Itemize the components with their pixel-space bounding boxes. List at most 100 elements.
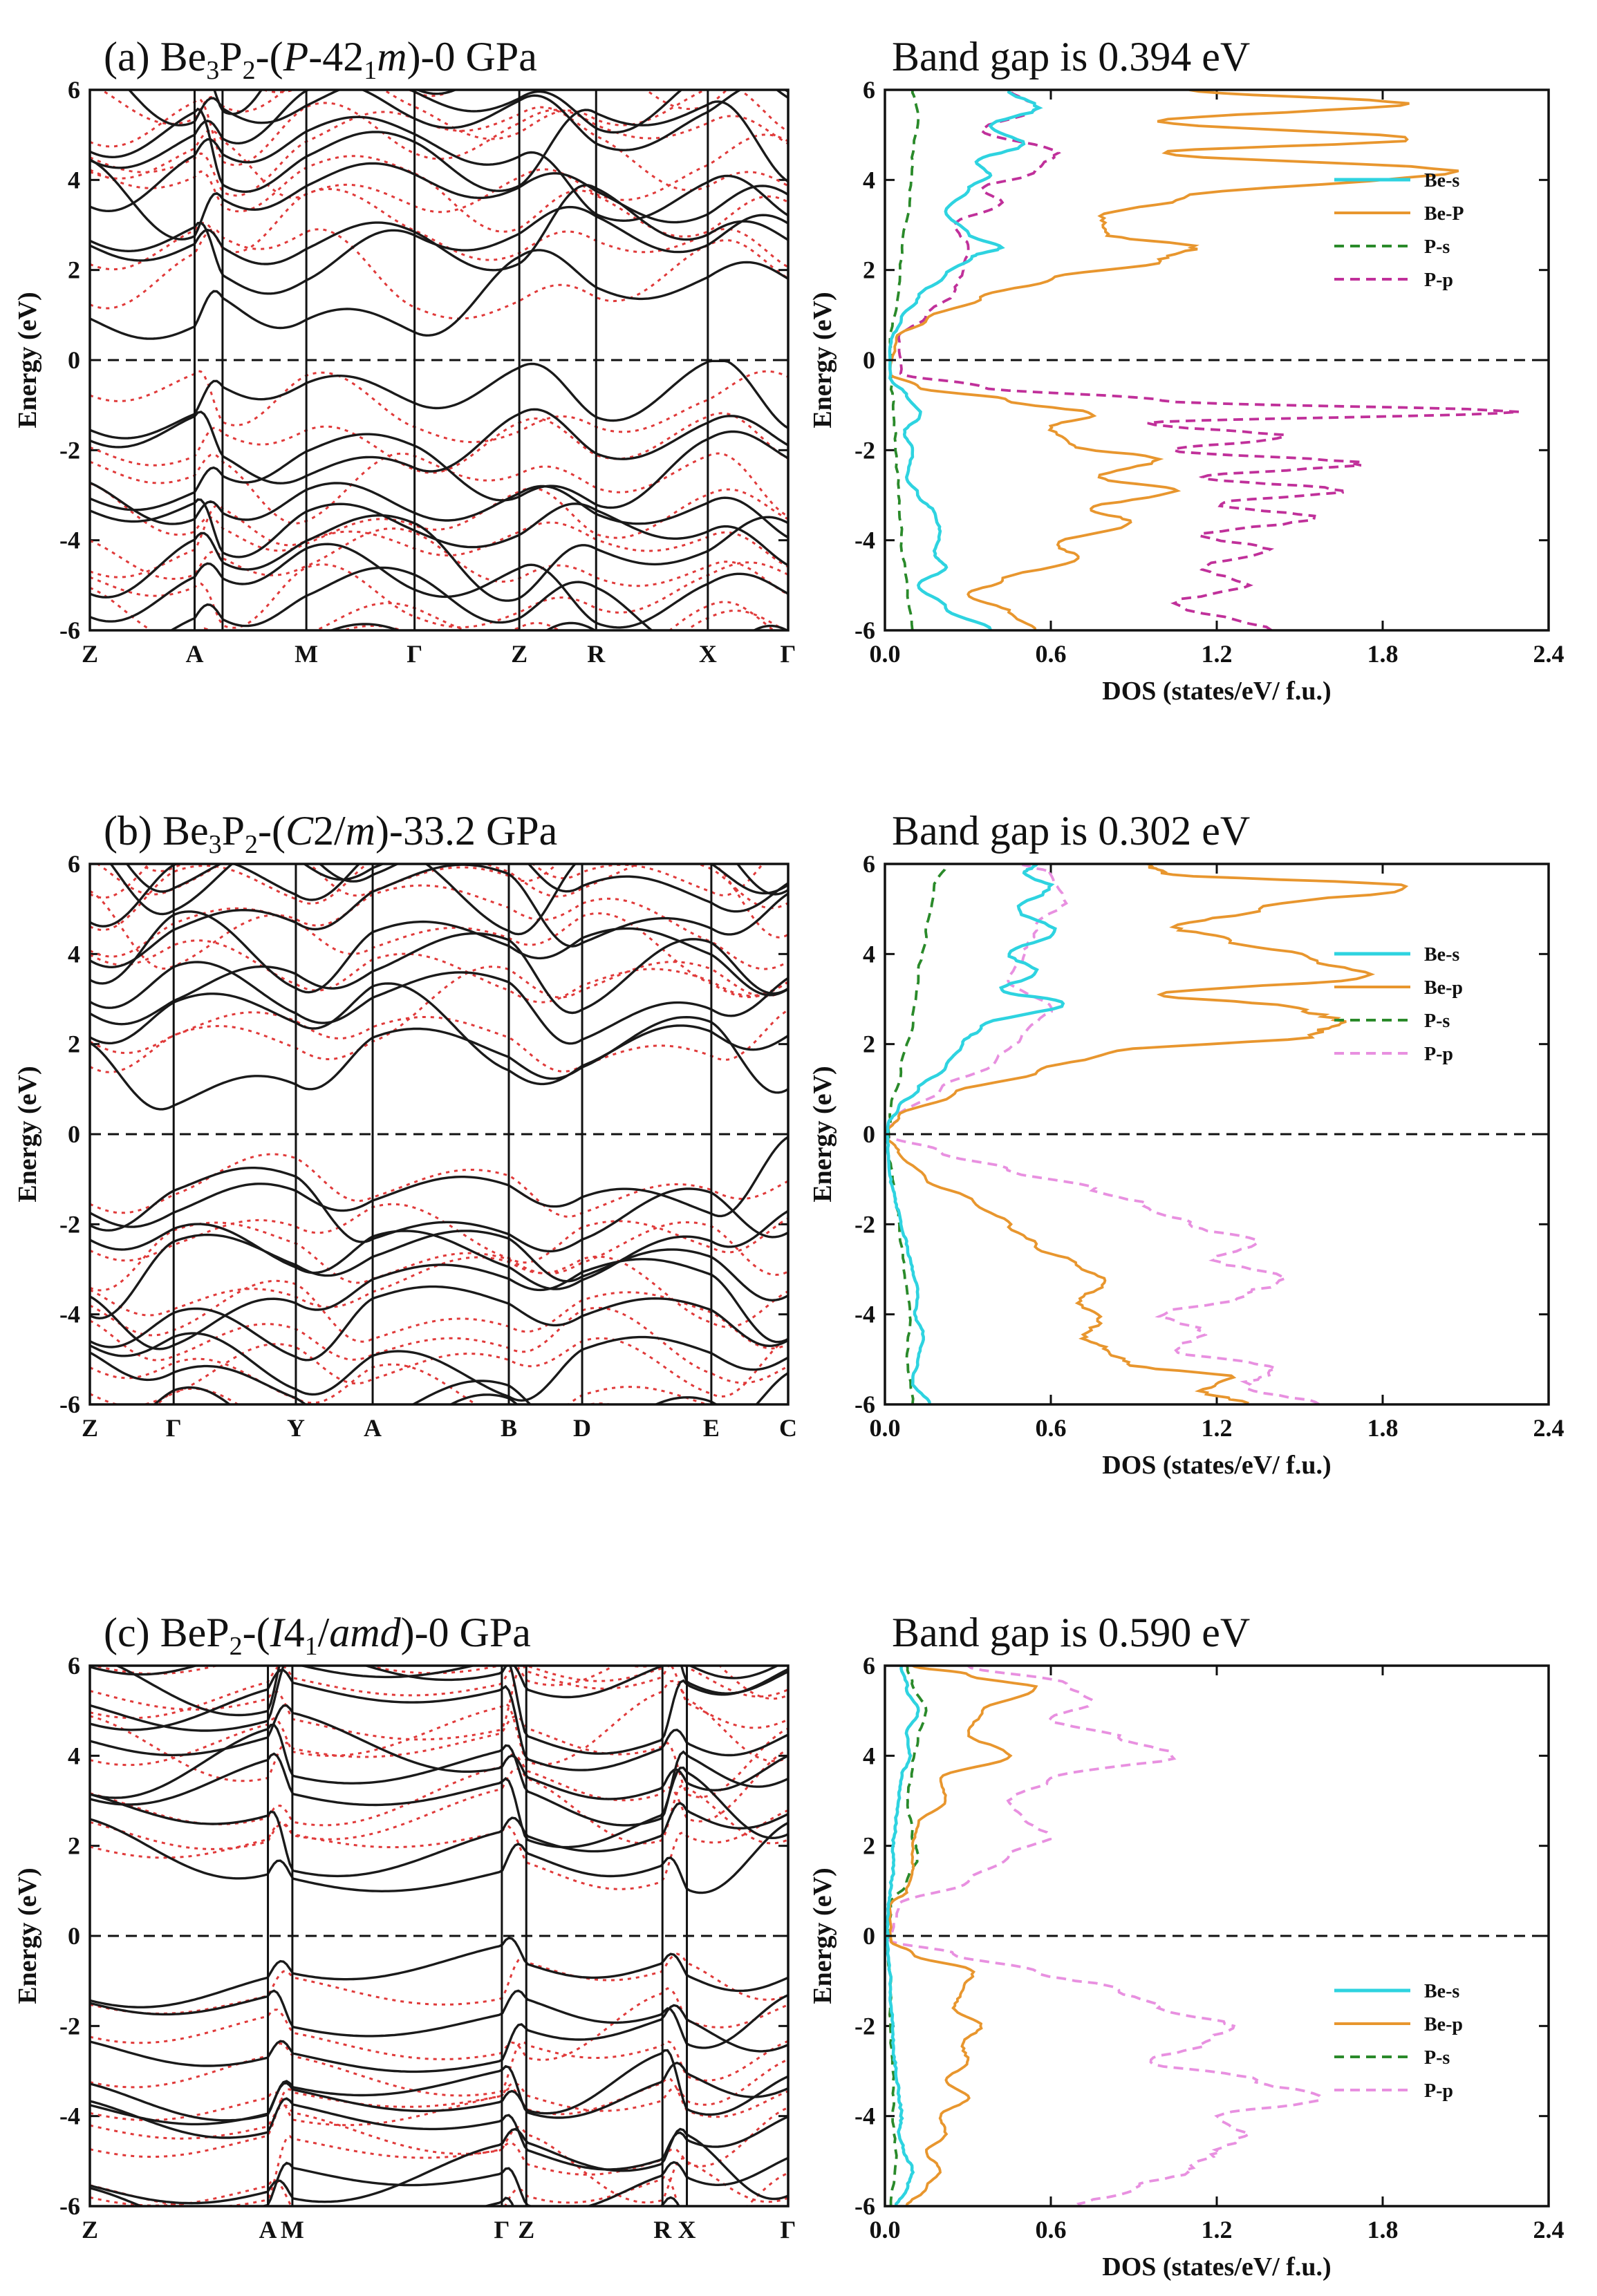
conduction-band-line [90,961,788,1045]
title-part: m [377,34,407,79]
conduction-band-line [90,1666,788,1698]
conduction-band-line [90,1793,788,1878]
title-part: -( [258,808,286,854]
band-ytick-label: 4 [68,166,80,194]
band-curves [90,90,788,630]
valence-band-line [169,566,654,630]
legend-label: Be-P [1424,203,1464,225]
valence-band-line [153,1386,788,1404]
title-part: (a) Be [104,34,206,79]
legend-label: P-p [1424,270,1453,291]
valence-band-line [90,514,788,602]
dos-ytick-label: 2 [863,1832,875,1860]
legend-label: Be-p [1424,2014,1463,2035]
kpoint-label: Z [82,1414,98,1442]
kpoint-label: M [295,640,318,668]
dos-title: Band gap is 0.394 eV [892,34,1250,79]
title-part: P [283,34,309,79]
title-part: 4 [284,1610,305,1655]
valence-band-line [259,2156,788,2206]
dos-xlabel: DOS (states/eV/ f.u.) [1102,677,1331,706]
dos-ytick-label: 4 [863,166,875,194]
title-part: )-0 GPa [401,1610,531,1655]
title-part: 1 [305,1632,318,1661]
valence-band-line [90,1952,788,2015]
valence-band-line [90,2104,788,2176]
band-ytick-label: 2 [68,1832,80,1860]
conduction-band-line [90,982,788,1086]
dos-ytick-label: 4 [863,940,875,968]
valence-band-line [90,504,788,578]
valence-band-line [90,2040,788,2097]
legend-label: P-p [1424,1044,1453,1065]
dos-ytick-label: -6 [854,617,875,644]
dos-ylabel: Energy (eV) [808,1066,837,1202]
conduction-band-line [90,115,788,223]
dos-xtick-label: 2.4 [1533,2216,1565,2243]
band-ytick-label: -4 [59,2102,80,2130]
valence-band-line [90,1332,788,1402]
title-part: 2 [245,830,258,859]
conduction-band-line [90,1749,788,1827]
kpoint-label: Z [82,640,98,668]
title-part: -42 [308,34,364,79]
valence-band-line [90,543,788,629]
conduction-band-line [90,227,788,320]
dos-title: Band gap is 0.302 eV [892,808,1250,854]
kpoint-label: Γ [166,1414,182,1442]
dos-ytick-label: 0 [863,346,875,374]
dos-ylabel: Energy (eV) [808,292,837,428]
dos-ytick-label: -4 [854,2102,875,2130]
valence-band-line [90,1937,788,2008]
conduction-band-line [90,1666,788,1720]
dos-ytick-label: 6 [863,1652,875,1679]
kpoint-label: M [281,2216,304,2243]
title-part: P [222,808,245,854]
dos-xtick-label: 1.8 [1367,1414,1399,1442]
dos-series-p-s [886,1666,928,2206]
dos-ytick-label: -4 [854,1301,875,1328]
dos-ytick-label: 0 [863,1922,875,1950]
dos-xlabel: DOS (states/eV/ f.u.) [1102,2252,1331,2281]
band-ytick-label: -2 [59,1210,80,1238]
valence-band-line [90,2172,788,2206]
valence-band-line [90,370,788,444]
band-ytick-label: -4 [59,527,80,554]
conduction-band-line [90,155,788,238]
dos-xtick-label: 1.8 [1367,640,1399,668]
valence-band-line [90,527,788,596]
kpoint-label: R [653,2216,672,2243]
dos-xtick-label: 2.4 [1533,640,1565,668]
band-curves [90,1666,788,2206]
conduction-band-line [261,90,729,111]
band-title: (c) BeP2-(I41/amd)-0 GPa [104,1610,531,1661]
conduction-band-line [90,184,788,272]
dos-ytick-label: 4 [863,1742,875,1769]
legend-label: Be-s [1424,944,1459,966]
kpoint-label: Y [287,1414,305,1442]
valence-band-line [90,1167,788,1253]
kpoint-label: A [259,2216,277,2243]
band-ytick-label: -2 [59,2012,80,2040]
dos-xtick-label: 1.8 [1367,2216,1399,2243]
dos-ytick-label: 2 [863,1031,875,1058]
dos-xtick-label: 2.4 [1533,1414,1565,1442]
dos-xtick-label: 0.6 [1036,640,1067,668]
valence-band-line [90,430,788,511]
valence-band-line [90,1989,788,2049]
title-part: m [346,808,375,854]
dos-curves [885,864,1409,1404]
title-part: )-33.2 GPa [375,808,557,854]
dos-xtick-label: 1.2 [1202,640,1233,668]
band-frame [88,88,790,632]
valence-band-line [90,1337,788,1404]
band-ytick-label: 0 [68,1120,80,1148]
dos-ytick-label: 2 [863,256,875,284]
kpoint-label: Z [511,640,527,668]
conduction-band-line [90,864,788,936]
band-ytick-label: 6 [68,1652,80,1679]
conduction-band-line [114,1666,781,1717]
band-ytick-label: -6 [59,1391,80,1418]
kpoint-label: R [587,640,606,668]
dos-series-be-p [888,1666,1038,2206]
